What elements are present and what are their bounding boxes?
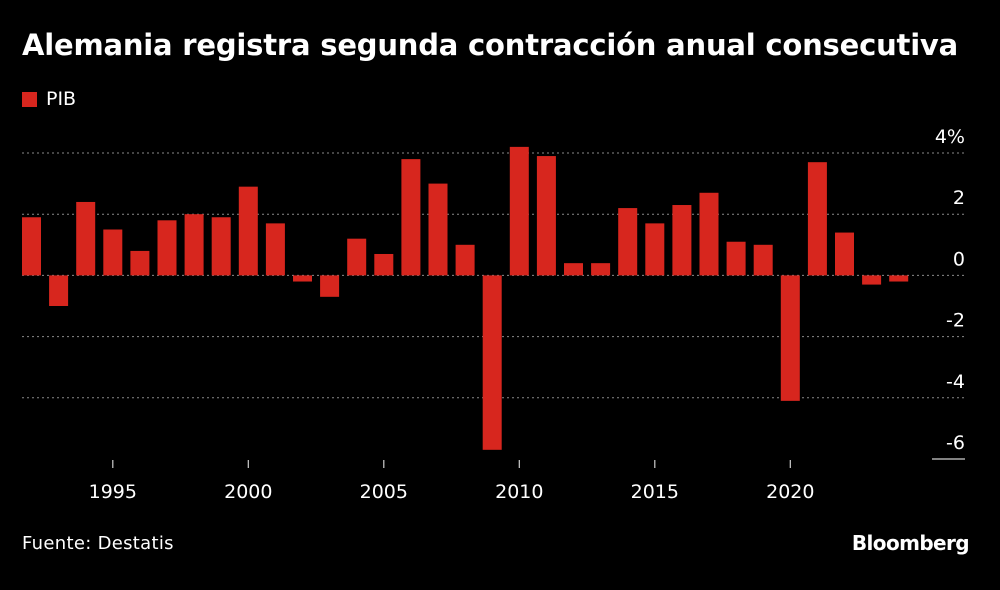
bar-2023 xyxy=(862,275,882,285)
bar-2021 xyxy=(807,162,827,276)
x-tick-label: 2010 xyxy=(495,481,543,503)
bar-2010 xyxy=(509,146,529,276)
bar-2020 xyxy=(780,275,800,401)
bar-2022 xyxy=(835,232,854,276)
legend-label: PIB xyxy=(46,88,77,110)
bar-1998 xyxy=(184,214,204,276)
bar-1995 xyxy=(103,229,123,276)
x-tick-label: 1995 xyxy=(89,481,137,503)
bar-2001 xyxy=(265,223,285,276)
y-tick-label: -6 xyxy=(946,432,965,454)
bar-1999 xyxy=(211,217,231,276)
bar-2011 xyxy=(536,156,556,276)
bar-1993 xyxy=(49,275,69,306)
bar-1992 xyxy=(22,217,41,276)
bar-2000 xyxy=(238,186,258,276)
x-tick-label: 2000 xyxy=(224,481,272,503)
x-tick-label: 2015 xyxy=(631,481,679,503)
bar-2004 xyxy=(347,238,367,276)
bar-2006 xyxy=(401,159,421,276)
legend-swatch xyxy=(22,91,37,107)
bar-2013 xyxy=(591,263,611,276)
x-tick-label: 2005 xyxy=(360,481,408,503)
bar-2019 xyxy=(753,244,773,276)
y-tick-label: -4 xyxy=(946,371,965,393)
bar-2015 xyxy=(645,223,665,276)
y-tick-label: 0 xyxy=(953,248,965,270)
bar-2002 xyxy=(293,275,312,282)
x-tick-label: 2020 xyxy=(766,481,814,503)
bar-2009 xyxy=(482,275,502,450)
chart-title: Alemania registra segunda contracción an… xyxy=(22,28,959,62)
bloomberg-logo: Bloomberg xyxy=(851,531,970,555)
bar-2017 xyxy=(699,192,719,276)
legend: PIB xyxy=(22,88,76,110)
bar-2018 xyxy=(726,241,746,276)
bar-1996 xyxy=(130,250,150,276)
bar-2008 xyxy=(455,244,475,276)
source-note: Fuente: Destatis xyxy=(22,533,174,554)
y-tick-label: 4% xyxy=(935,126,965,148)
bar-2024 xyxy=(889,275,909,282)
bar-2003 xyxy=(320,275,340,297)
bar-2014 xyxy=(618,208,638,276)
bar-1997 xyxy=(157,220,177,276)
bar-2012 xyxy=(564,263,583,276)
bar-2007 xyxy=(428,183,448,276)
y-tick-label: -2 xyxy=(946,310,965,332)
bar-2005 xyxy=(374,253,394,276)
bar-1994 xyxy=(76,201,96,276)
y-tick-label: 2 xyxy=(953,187,965,209)
bar-2016 xyxy=(672,205,692,276)
